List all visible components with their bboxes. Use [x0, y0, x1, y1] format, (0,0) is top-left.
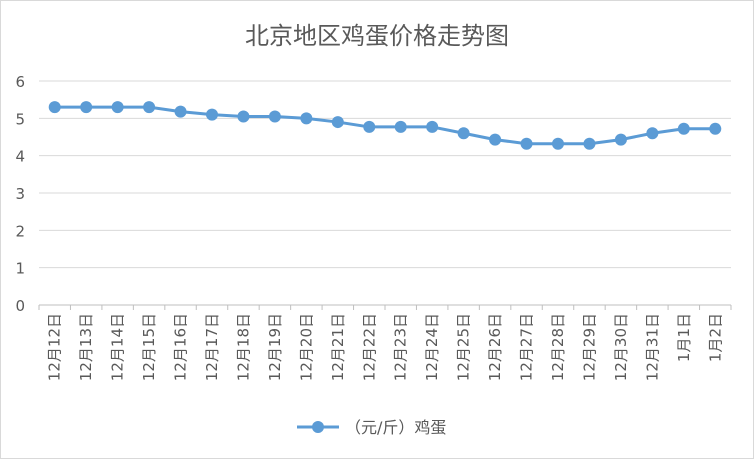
- data-point: [111, 101, 124, 114]
- x-tick-label: 12月30日: [612, 313, 630, 381]
- x-tick-label: 12月25日: [455, 313, 473, 381]
- x-tick-label: 12月26日: [486, 313, 504, 381]
- y-tick-label: 6: [15, 73, 25, 91]
- x-tick-label: 1月2日: [706, 313, 724, 362]
- series-line: [54, 105, 716, 146]
- y-tick-label: 2: [15, 222, 25, 240]
- data-point: [143, 101, 156, 114]
- gridlines: [39, 80, 731, 306]
- x-axis: 12月12日 12月13日 12月14日 12月15日 12月16日 12月17日 12月1…: [38, 305, 732, 381]
- series-layer: [48, 101, 722, 150]
- x-tick-label: 12月23日: [392, 313, 410, 381]
- data-point: [520, 137, 533, 150]
- x-tick-label: 12月14日: [109, 313, 127, 381]
- data-point: [48, 101, 61, 114]
- y-tick-label: 1: [15, 260, 25, 278]
- data-point: [677, 122, 690, 135]
- chart-title: 北京地区鸡蛋价格走势图: [245, 22, 509, 50]
- data-point: [300, 112, 313, 125]
- legend: （元/斤）鸡蛋: [297, 418, 446, 437]
- x-tick-label: 1月1日: [675, 313, 693, 362]
- x-tick-label: 12月18日: [234, 313, 252, 381]
- x-tick-label: 12月27日: [518, 313, 536, 381]
- x-tick-label: 12月31日: [643, 313, 661, 381]
- x-tick-label: 12月29日: [580, 313, 598, 381]
- x-tick-label: 12月12日: [46, 313, 64, 381]
- data-point: [363, 120, 376, 133]
- y-tick-label: 5: [15, 110, 25, 128]
- x-tick-label: 12月22日: [360, 313, 378, 381]
- data-point: [394, 120, 407, 133]
- y-axis: 0 1 2 3 4 5 6: [15, 73, 25, 315]
- y-tick-label: 4: [15, 148, 25, 166]
- x-tick-label: 12月24日: [423, 313, 441, 381]
- x-tick-label: 12月28日: [549, 313, 567, 381]
- data-point: [174, 105, 187, 118]
- data-point: [614, 133, 627, 146]
- y-tick-label: 3: [15, 185, 25, 203]
- data-point: [489, 133, 502, 146]
- data-point: [646, 127, 659, 140]
- data-point: [268, 110, 281, 123]
- x-tick-label: 12月16日: [172, 313, 190, 381]
- data-point: [552, 137, 564, 150]
- x-tick-label: 12月17日: [203, 313, 221, 381]
- data-point: [583, 137, 596, 150]
- x-tick-label: 12月15日: [140, 313, 158, 381]
- legend-marker-swatch: [312, 421, 324, 433]
- data-point: [237, 110, 250, 123]
- x-tick-label: 12月21日: [329, 313, 347, 381]
- data-point: [709, 122, 722, 135]
- legend-label: （元/斤）鸡蛋: [345, 418, 446, 437]
- data-point: [206, 108, 218, 121]
- data-point: [426, 120, 439, 133]
- data-point: [457, 127, 470, 140]
- data-point: [80, 101, 93, 114]
- y-tick-label: 0: [15, 297, 25, 315]
- x-tick-label: 12月19日: [266, 313, 284, 381]
- x-tick-label: 12月13日: [77, 313, 95, 381]
- data-point: [331, 116, 344, 129]
- x-tick-label: 12月20日: [297, 313, 315, 381]
